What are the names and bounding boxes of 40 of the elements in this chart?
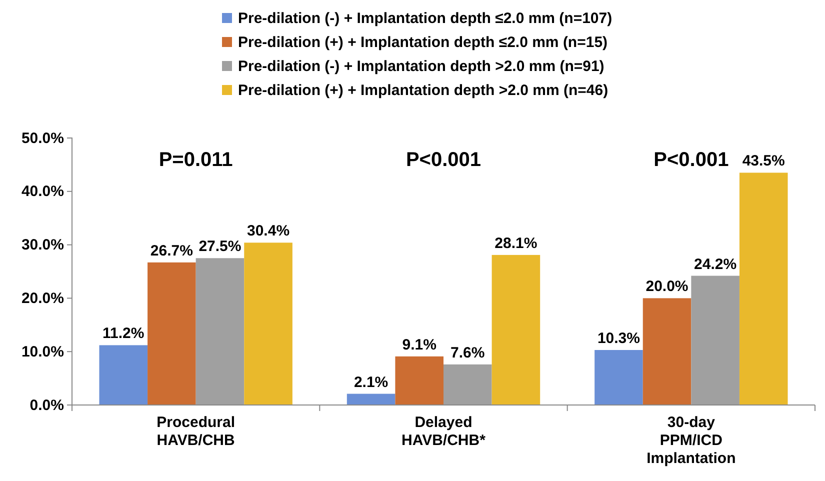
y-tick-label: 20.0% xyxy=(21,290,64,307)
annotation: P<0.001 xyxy=(654,149,729,171)
bar xyxy=(148,262,196,405)
x-tick-label: Procedural HAVB/CHB xyxy=(156,414,236,449)
data-label: 30.4% xyxy=(247,222,290,240)
bar xyxy=(739,172,788,405)
bar xyxy=(492,254,540,405)
legend-label: Pre-dilation (+) + Implantation depth >2.0 mm (n=46) xyxy=(238,82,608,99)
data-label: 2.1% xyxy=(354,374,388,391)
legend-label: Pre-dilation (-) + Implantation depth >2.0 mm (n=91) xyxy=(238,58,604,75)
data-label: 24.2% xyxy=(694,256,737,273)
bar xyxy=(444,364,492,405)
y-tick-label: 50.0% xyxy=(21,130,64,147)
bar xyxy=(244,242,292,405)
y-tick-label: 30.0% xyxy=(21,236,64,254)
bar xyxy=(346,394,396,405)
y-tick-label: 40.0% xyxy=(21,183,64,200)
x-tick-label: 30-day PPM/ICD Implantation xyxy=(646,414,736,467)
x-tick-label: Delayed HAVB/CHB* xyxy=(402,414,486,449)
data-label: 27.5% xyxy=(198,238,242,256)
data-label: 10.3% xyxy=(597,330,640,347)
y-tick-label: 0.0% xyxy=(30,396,64,414)
bar xyxy=(196,258,244,405)
bar xyxy=(99,345,148,405)
data-label: 26.7% xyxy=(150,242,193,260)
data-label: 9.1% xyxy=(402,336,436,354)
data-label: 7.6% xyxy=(450,344,485,362)
data-label: 11.2% xyxy=(102,325,144,342)
annotation: P<0.001 xyxy=(406,149,482,171)
bar xyxy=(642,298,692,405)
data-label: 28.1% xyxy=(494,234,538,252)
data-label: 20.0% xyxy=(646,278,688,296)
y-tick-label: 10.0% xyxy=(21,343,64,360)
bar xyxy=(691,276,740,405)
legend-label: Pre-dilation (+) + Implantation depth ≤2.0 mm (n=15) xyxy=(238,34,608,51)
bar xyxy=(594,350,643,405)
annotation: P=0.011 xyxy=(158,149,233,171)
bar xyxy=(395,356,444,405)
data-label: 43.5% xyxy=(742,152,785,170)
legend-label: Pre-dilation (-) + Implantation depth ≤2.0 mm (n=107) xyxy=(238,10,612,27)
